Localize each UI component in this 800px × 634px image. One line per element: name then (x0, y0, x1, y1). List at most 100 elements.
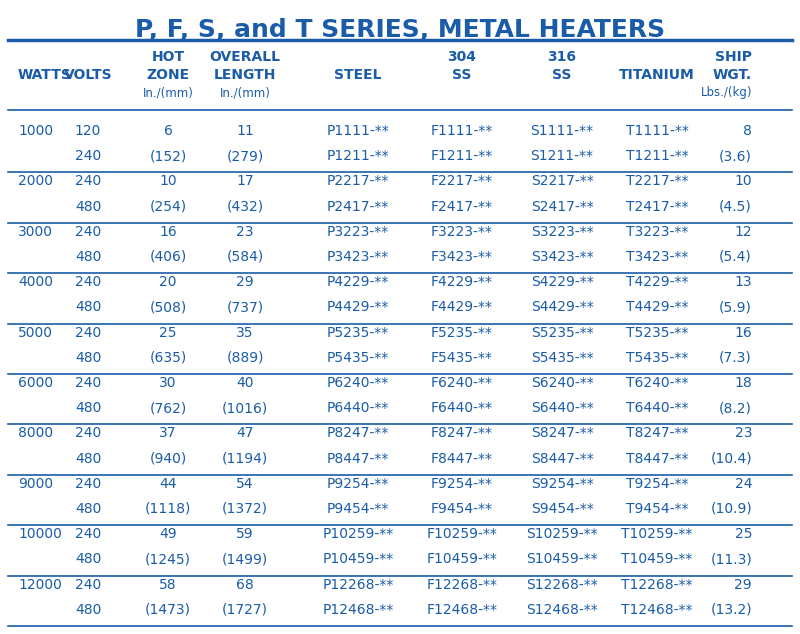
Text: S1211-**: S1211-** (530, 149, 594, 163)
Text: TITANIUM: TITANIUM (619, 68, 695, 82)
Text: P6440-**: P6440-** (327, 401, 389, 415)
Text: (5.4): (5.4) (719, 250, 752, 264)
Text: F6240-**: F6240-** (431, 376, 493, 390)
Text: 16: 16 (159, 225, 177, 239)
Text: 18: 18 (734, 376, 752, 390)
Text: P9454-**: P9454-** (327, 502, 389, 516)
Text: 11: 11 (236, 124, 254, 138)
Text: S1111-**: S1111-** (530, 124, 594, 138)
Text: T10459-**: T10459-** (622, 552, 693, 566)
Text: S2217-**: S2217-** (530, 174, 594, 188)
Text: 59: 59 (236, 527, 254, 541)
Text: T9254-**: T9254-** (626, 477, 688, 491)
Text: 480: 480 (75, 401, 101, 415)
Text: 13: 13 (734, 275, 752, 289)
Text: 5000: 5000 (18, 326, 53, 340)
Text: 3000: 3000 (18, 225, 53, 239)
Text: VOLTS: VOLTS (64, 68, 112, 82)
Text: P, F, S, and T SERIES, METAL HEATERS: P, F, S, and T SERIES, METAL HEATERS (135, 18, 665, 42)
Text: 10: 10 (734, 174, 752, 188)
Text: P6240-**: P6240-** (327, 376, 389, 390)
Text: 6: 6 (163, 124, 173, 138)
Text: (635): (635) (150, 351, 186, 365)
Text: (1473): (1473) (145, 603, 191, 617)
Text: (1016): (1016) (222, 401, 268, 415)
Text: S6440-**: S6440-** (530, 401, 594, 415)
Text: OVERALL: OVERALL (210, 50, 281, 64)
Text: T1111-**: T1111-** (626, 124, 689, 138)
Text: (584): (584) (226, 250, 264, 264)
Text: SS: SS (552, 68, 572, 82)
Text: F10259-**: F10259-** (426, 527, 498, 541)
Text: 120: 120 (75, 124, 101, 138)
Text: 480: 480 (75, 552, 101, 566)
Text: SS: SS (452, 68, 472, 82)
Text: S3223-**: S3223-** (530, 225, 594, 239)
Text: 12000: 12000 (18, 578, 62, 592)
Text: LENGTH: LENGTH (214, 68, 276, 82)
Text: (1727): (1727) (222, 603, 268, 617)
Text: F1211-**: F1211-** (431, 149, 493, 163)
Text: S6240-**: S6240-** (530, 376, 594, 390)
Text: 240: 240 (75, 275, 101, 289)
Text: F8247-**: F8247-** (431, 427, 493, 441)
Text: F1111-**: F1111-** (431, 124, 493, 138)
Text: T12268-**: T12268-** (622, 578, 693, 592)
Text: 9000: 9000 (18, 477, 53, 491)
Text: P5235-**: P5235-** (327, 326, 389, 340)
Text: 29: 29 (236, 275, 254, 289)
Text: 304: 304 (447, 50, 477, 64)
Text: (4.5): (4.5) (719, 200, 752, 214)
Text: 240: 240 (75, 527, 101, 541)
Text: S5435-**: S5435-** (530, 351, 594, 365)
Text: S8247-**: S8247-** (530, 427, 594, 441)
Text: (152): (152) (150, 149, 186, 163)
Text: (10.9): (10.9) (710, 502, 752, 516)
Text: 480: 480 (75, 351, 101, 365)
Text: S2417-**: S2417-** (530, 200, 594, 214)
Text: 480: 480 (75, 502, 101, 516)
Text: S10459-**: S10459-** (526, 552, 598, 566)
Text: 480: 480 (75, 200, 101, 214)
Text: 44: 44 (159, 477, 177, 491)
Text: 8000: 8000 (18, 427, 53, 441)
Text: (737): (737) (226, 301, 263, 314)
Text: P1111-**: P1111-** (326, 124, 390, 138)
Text: F9254-**: F9254-** (431, 477, 493, 491)
Text: T1211-**: T1211-** (626, 149, 688, 163)
Text: (432): (432) (226, 200, 263, 214)
Text: F12268-**: F12268-** (426, 578, 498, 592)
Text: 480: 480 (75, 250, 101, 264)
Text: 25: 25 (159, 326, 177, 340)
Text: S4429-**: S4429-** (530, 301, 594, 314)
Text: (1372): (1372) (222, 502, 268, 516)
Text: F4429-**: F4429-** (431, 301, 493, 314)
Text: 240: 240 (75, 326, 101, 340)
Text: 480: 480 (75, 451, 101, 465)
Text: In./(mm): In./(mm) (219, 86, 270, 99)
Text: (889): (889) (226, 351, 264, 365)
Text: (508): (508) (150, 301, 186, 314)
Text: (279): (279) (226, 149, 264, 163)
Text: P12468-**: P12468-** (322, 603, 394, 617)
Text: (5.9): (5.9) (719, 301, 752, 314)
Text: T3223-**: T3223-** (626, 225, 688, 239)
Text: 240: 240 (75, 174, 101, 188)
Text: 8: 8 (743, 124, 752, 138)
Text: P10259-**: P10259-** (322, 527, 394, 541)
Text: 68: 68 (236, 578, 254, 592)
Text: 16: 16 (734, 326, 752, 340)
Text: T6240-**: T6240-** (626, 376, 688, 390)
Text: In./(mm): In./(mm) (142, 86, 194, 99)
Text: P2217-**: P2217-** (327, 174, 389, 188)
Text: P12268-**: P12268-** (322, 578, 394, 592)
Text: Lbs./(kg): Lbs./(kg) (701, 86, 752, 99)
Text: T5235-**: T5235-** (626, 326, 688, 340)
Text: 54: 54 (236, 477, 254, 491)
Text: (1499): (1499) (222, 552, 268, 566)
Text: 4000: 4000 (18, 275, 53, 289)
Text: 17: 17 (236, 174, 254, 188)
Text: 240: 240 (75, 578, 101, 592)
Text: P4229-**: P4229-** (327, 275, 389, 289)
Text: T4229-**: T4229-** (626, 275, 688, 289)
